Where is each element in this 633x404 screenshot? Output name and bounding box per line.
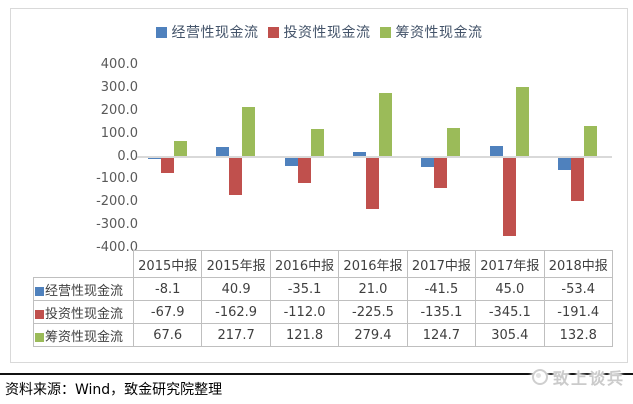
bar-2016年报-经营性现金流 [353, 151, 366, 157]
y-tick-label: -100.0 [96, 171, 138, 187]
table-row-label: 筹资性现金流 [33, 323, 134, 347]
legend-label: 筹资性现金流 [395, 25, 483, 41]
y-tick-label: 100.0 [100, 125, 138, 141]
y-tick-label: 200.0 [100, 102, 138, 118]
table-value-cell: -345.1 [475, 300, 545, 324]
table-value-cell: -112.0 [269, 300, 340, 324]
table-value-cell: -191.4 [543, 300, 613, 324]
chart-data-table: 2015中报 2015年报 2016中报 2016年报 2017中报 2017年报 2018… [33, 250, 613, 347]
y-tick-label: -300.0 [96, 217, 138, 233]
table-column-header: 2016年报 [338, 250, 408, 278]
table-value-cell: 40.9 [201, 277, 271, 301]
table-value-cell: 217.7 [201, 323, 271, 347]
bar-2017年报-经营性现金流 [489, 146, 503, 157]
y-tick-label: 0.0 [117, 148, 138, 164]
table-value-cell: 21.0 [338, 277, 408, 301]
table-value-cell: -35.1 [269, 277, 340, 301]
table-column-header: 2015中报 [132, 250, 203, 278]
y-tick-label: -200.0 [96, 194, 138, 210]
bar-2017中报-经营性现金流 [421, 157, 435, 167]
table-value-cell: -67.9 [132, 300, 203, 324]
y-tick-label: 300.0 [100, 79, 138, 95]
chart-legend: 经营性现金流 投资性现金流 筹资性现金流 [11, 22, 627, 42]
circle-logo-icon [531, 369, 548, 385]
legend-label: 经营性现金流 [171, 25, 259, 41]
table-value-cell: 45.0 [475, 277, 545, 301]
table-value-cell: 305.4 [475, 323, 545, 347]
bar-2018中报-经营性现金流 [558, 157, 572, 170]
legend-key-icon [35, 309, 44, 319]
legend-swatch-icon [155, 26, 167, 38]
legend-item: 筹资性现金流 [379, 22, 483, 42]
table-column-header: 2018中报 [543, 250, 613, 278]
bar-2015年报-投资性现金流 [229, 157, 243, 195]
bar-2016中报-投资性现金流 [297, 157, 311, 184]
table-value-cell: 121.8 [269, 323, 340, 347]
table-column-header: 2016中报 [269, 250, 340, 278]
bar-2018中报-投资性现金流 [571, 157, 585, 202]
table-value-cell: 124.7 [406, 323, 477, 347]
legend-swatch-icon [267, 26, 279, 38]
bar-2018中报-筹资性现金流 [584, 126, 598, 157]
bar-2016中报-经营性现金流 [284, 157, 298, 166]
legend-key-icon [35, 332, 44, 342]
bar-2017中报-投资性现金流 [434, 157, 448, 189]
table-value-cell: -162.9 [201, 300, 271, 324]
legend-item: 投资性现金流 [267, 22, 371, 42]
bar-2016中报-筹资性现金流 [310, 128, 324, 157]
table-value-cell: -53.4 [543, 277, 613, 301]
table-row-label: 投资性现金流 [33, 300, 134, 324]
bar-2017中报-筹资性现金流 [447, 127, 461, 157]
table-value-cell: -135.1 [406, 300, 477, 324]
bar-2015中报-经营性现金流 [147, 157, 161, 160]
legend-item: 经营性现金流 [155, 22, 259, 42]
table-value-cell: -41.5 [406, 277, 477, 301]
legend-key-icon [35, 286, 44, 296]
table-row: 投资性现金流 -67.9 -162.9 -112.0 -225.5 -135.1 -345.… [33, 300, 613, 324]
table-header-row: 2015中报 2015年报 2016中报 2016年报 2017中报 2017年报 2018… [34, 250, 613, 278]
table-column-header: 2015年报 [201, 250, 271, 278]
bar-2015中报-筹资性现金流 [173, 141, 187, 157]
watermark: 致上谈兵 [531, 365, 625, 389]
watermark-text: 致上谈兵 [552, 369, 625, 388]
plot-area [11, 9, 627, 362]
legend-label: 投资性现金流 [283, 25, 371, 41]
bar-2016年报-筹资性现金流 [379, 92, 392, 157]
table-value-cell: -8.1 [132, 277, 203, 301]
source-note: 资料来源：Wind，致金研究院整理 [5, 382, 223, 398]
bar-2017年报-筹资性现金流 [515, 86, 529, 157]
table-row: 筹资性现金流 67.6 217.7 121.8 279.4 124.7 305.4 132.8 [33, 323, 613, 347]
bar-2016年报-投资性现金流 [366, 157, 379, 210]
x-axis-zero-line [137, 155, 612, 158]
legend-swatch-icon [379, 26, 391, 38]
table-corner-cell [34, 251, 134, 278]
table-value-cell: -225.5 [338, 300, 408, 324]
table-row: 经营性现金流 -8.1 40.9 -35.1 21.0 -41.5 45.0 -53.4 [33, 277, 613, 301]
bar-2015年报-经营性现金流 [216, 147, 230, 157]
bar-2017年报-投资性现金流 [502, 157, 516, 237]
bar-2015年报-筹资性现金流 [242, 106, 256, 157]
table-value-cell: 132.8 [543, 323, 613, 347]
table-column-header: 2017年报 [475, 250, 545, 278]
bar-2015中报-投资性现金流 [160, 157, 174, 174]
table-column-header: 2017中报 [406, 250, 477, 278]
y-tick-label: -400.0 [96, 240, 138, 255]
chart-frame: 经营性现金流 投资性现金流 筹资性现金流 400.0 300.0 200.0 100.0 0… [10, 8, 628, 363]
footer-divider-line [0, 373, 633, 375]
table-row-label: 经营性现金流 [33, 277, 134, 301]
y-tick-label: 400.0 [100, 57, 138, 72]
table-value-cell: 67.6 [132, 323, 203, 347]
table-value-cell: 279.4 [338, 323, 408, 347]
